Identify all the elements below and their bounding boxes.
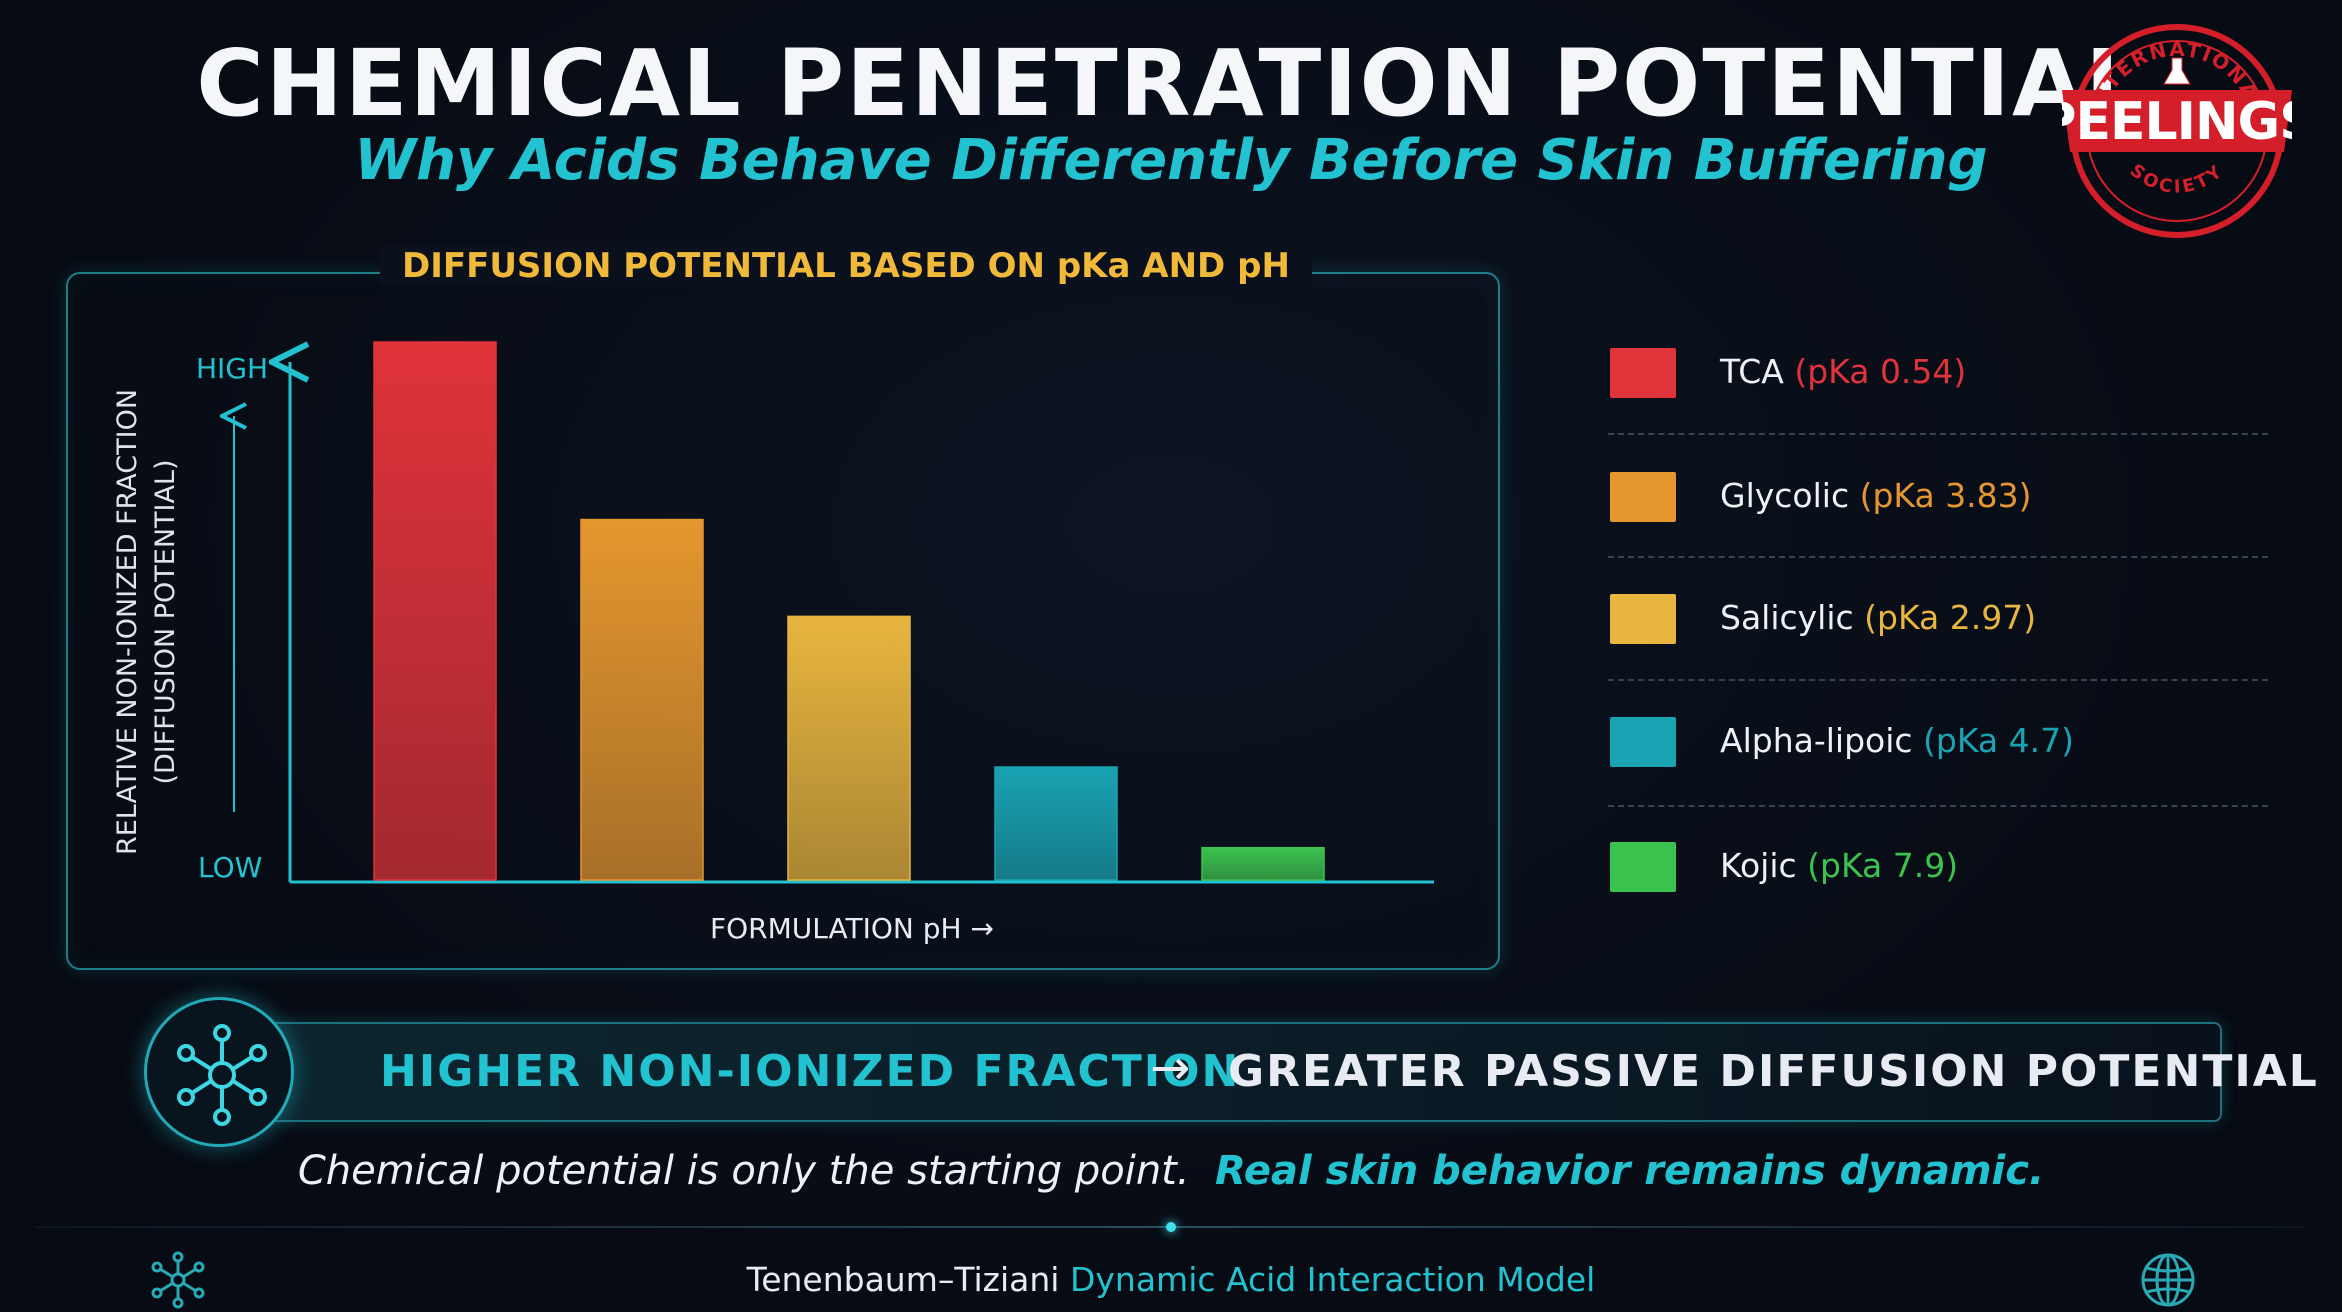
chart-title: DIFFUSION POTENTIAL BASED ON pKa AND pH: [380, 246, 1312, 286]
banner-left-text: HIGHER NON-IONIZED FRACTION: [380, 1046, 1241, 1097]
y-high-label: HIGH: [196, 352, 268, 385]
legend-swatch: [1610, 842, 1676, 892]
legend-divider: [1608, 679, 2268, 681]
y-axis-label-line1: RELATIVE NON-IONIZED FRACTION: [112, 389, 143, 855]
bar-glycolic: [580, 518, 704, 881]
molecule-icon: [177, 1024, 267, 1126]
page-subtitle: Why Acids Behave Differently Before Skin…: [354, 128, 1988, 193]
legend-swatch: [1610, 717, 1676, 767]
legend-pka: (pKa 0.54): [1794, 352, 1967, 391]
bar-salicylic: [787, 615, 911, 881]
banner-icon-circle: [144, 997, 294, 1147]
society-logo: INTERNATIONAL SOCIETY PEELINGS: [2038, 18, 2317, 244]
legend-item-salicylic: Salicylic (pKa 2.97): [1608, 558, 2268, 680]
legend-label: Kojic: [1720, 846, 1797, 885]
legend-item-glycolic: Glycolic (pKa 3.83): [1608, 436, 2268, 558]
legend-label: Salicylic: [1720, 598, 1854, 637]
legend-item-tca: TCA (pKa 0.54): [1608, 312, 2268, 434]
legend-label: Alpha-lipoic: [1720, 721, 1913, 760]
molecule-icon: [148, 1250, 208, 1312]
legend-divider: [1608, 433, 2268, 435]
caption: Chemical potential is only the starting …: [0, 1148, 2342, 1194]
banner-right-text: GREATER PASSIVE DIFFUSION POTENTIAL: [1228, 1046, 2319, 1097]
svg-text:SOCIETY: SOCIETY: [2126, 160, 2229, 198]
logo-bottom-text: SOCIETY: [2126, 160, 2226, 198]
legend-divider: [1608, 556, 2268, 558]
footer-model-name: Dynamic Acid Interaction Model: [1069, 1260, 1596, 1299]
banner-arrow: →: [1150, 1040, 1191, 1096]
flask-icon: [2163, 57, 2191, 85]
y-low-label: LOW: [198, 851, 262, 884]
caption-part2: Real skin behavior remains dynamic.: [1215, 1148, 2045, 1194]
x-axis-label: FORMULATION pH →: [710, 912, 994, 945]
legend-swatch: [1610, 348, 1676, 398]
logo-main-text: PEELINGS: [2062, 92, 2292, 152]
y-axis-label-line2: (DIFFUSION POTENTIAL): [150, 459, 181, 784]
legend-pka: (pKa 3.83): [1859, 476, 2032, 515]
bar-chart: HIGH LOW RELATIVE NON-IONIZED FRACTION (…: [112, 341, 1434, 945]
legend-pka: (pKa 7.9): [1807, 846, 1959, 885]
legend-pka: (pKa 2.97): [1864, 598, 2037, 637]
bar-kojic: [1201, 846, 1325, 881]
legend-item-alpha-lipoic: Alpha-lipoic (pKa 4.7): [1608, 681, 2268, 803]
globe-icon: [2140, 1252, 2196, 1312]
legend-label: Glycolic: [1720, 476, 1850, 515]
legend-divider: [1608, 805, 2268, 807]
legend-item-kojic: Kojic (pKa 7.9): [1608, 806, 2268, 928]
legend-pka: (pKa 4.7): [1923, 721, 2074, 760]
legend-swatch: [1610, 594, 1676, 644]
footer-credit: Tenenbaum–Tiziani Dynamic Acid Interacti…: [0, 1260, 2342, 1299]
logo-badge-icon: INTERNATIONAL SOCIETY PEELINGS: [2038, 24, 2317, 238]
page-title: CHEMICAL PENETRATION POTENTIAL: [196, 30, 2146, 137]
footer-authors: Tenenbaum–Tiziani: [746, 1260, 1060, 1299]
caption-part1: Chemical potential is only the starting …: [297, 1148, 1190, 1194]
bars-group: [373, 341, 1325, 881]
bar-alpha-lipoic: [994, 766, 1118, 881]
footer-divider-dot: [1166, 1222, 1176, 1232]
legend-swatch: [1610, 472, 1676, 522]
legend-label: TCA: [1720, 352, 1784, 391]
bar-tca: [373, 341, 497, 881]
